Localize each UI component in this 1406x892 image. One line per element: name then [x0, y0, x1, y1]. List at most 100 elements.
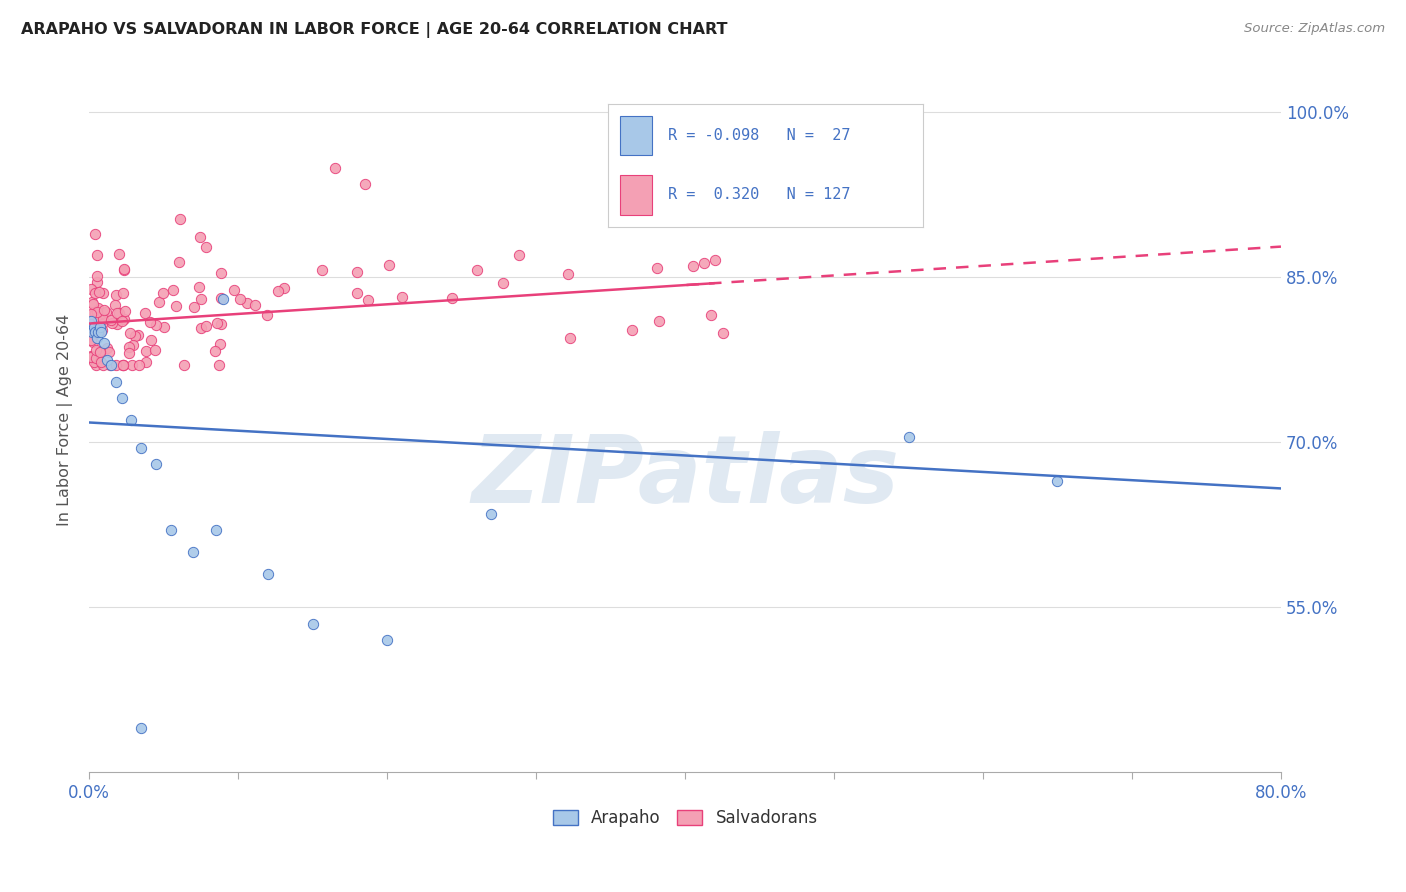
Point: [209, 317, 232, 331]
Point: [122, 338, 145, 352]
Point: [84, 343, 107, 358]
Point: [167, 254, 190, 268]
Point: [83, 319, 105, 334]
Point: [82, 334, 104, 349]
Point: [107, 306, 129, 320]
Point: [325, 161, 347, 175]
Point: [508, 247, 530, 261]
Point: [135, 343, 157, 358]
Point: [128, 359, 150, 373]
Point: [80, 295, 103, 310]
Point: [139, 315, 162, 329]
Point: [267, 284, 290, 298]
Point: [91, 306, 114, 320]
Point: [83, 355, 105, 369]
Point: [112, 261, 135, 276]
Point: [897, 430, 920, 444]
Point: [105, 318, 128, 332]
Point: [682, 259, 704, 273]
Point: [89, 285, 111, 299]
Point: [1046, 474, 1069, 488]
Point: [236, 295, 259, 310]
Point: [89, 345, 111, 359]
Point: [97, 345, 120, 359]
Point: [135, 355, 157, 369]
Point: [83, 227, 105, 241]
Point: [346, 265, 368, 279]
Point: [703, 188, 725, 202]
Point: [118, 346, 141, 360]
Point: [204, 523, 226, 537]
Point: [91, 317, 114, 331]
Point: [86, 305, 108, 319]
Point: [87, 301, 110, 316]
Point: [194, 240, 217, 254]
Point: [145, 318, 167, 332]
Point: [111, 392, 134, 406]
Point: [91, 286, 114, 301]
Point: [107, 247, 129, 261]
Point: [84, 305, 107, 319]
Point: [112, 359, 135, 373]
Point: [621, 323, 644, 337]
Point: [84, 351, 107, 366]
Point: [134, 306, 156, 320]
Point: [124, 329, 146, 343]
Point: [190, 292, 212, 306]
Point: [465, 263, 488, 277]
Point: [183, 301, 205, 315]
Point: [208, 359, 231, 373]
Point: [107, 306, 129, 320]
Point: [79, 329, 101, 343]
Point: [129, 721, 152, 735]
Point: [100, 359, 122, 373]
Point: [112, 263, 135, 277]
Point: [169, 212, 191, 227]
Point: [153, 320, 176, 334]
Point: [441, 291, 464, 305]
Point: [222, 284, 245, 298]
Point: [104, 298, 127, 312]
Text: Source: ZipAtlas.com: Source: ZipAtlas.com: [1244, 22, 1385, 36]
Point: [243, 298, 266, 312]
Point: [229, 292, 252, 306]
Point: [711, 326, 734, 340]
Point: [205, 317, 228, 331]
Point: [91, 323, 114, 337]
Point: [114, 304, 136, 318]
Point: [86, 310, 108, 324]
Point: [91, 359, 114, 373]
Point: [96, 352, 118, 367]
Text: ZIPatlas: ZIPatlas: [471, 431, 898, 523]
Point: [86, 331, 108, 345]
Point: [148, 294, 170, 309]
Point: [492, 276, 515, 290]
Point: [112, 312, 135, 326]
Point: [703, 252, 725, 267]
Point: [311, 263, 333, 277]
Point: [105, 359, 128, 373]
Point: [700, 309, 723, 323]
Point: [165, 299, 187, 313]
Point: [93, 303, 115, 318]
Point: [80, 350, 103, 364]
Point: [121, 359, 143, 373]
Point: [86, 275, 108, 289]
Point: [111, 314, 134, 328]
Point: [91, 312, 114, 326]
Point: [127, 327, 149, 342]
Point: [195, 318, 218, 333]
Point: [256, 308, 278, 322]
Point: [80, 307, 103, 321]
Point: [80, 316, 103, 330]
Point: [94, 304, 117, 318]
Point: [208, 337, 231, 351]
Point: [209, 266, 232, 280]
Point: [79, 314, 101, 328]
Point: [301, 616, 323, 631]
Point: [692, 256, 714, 270]
Point: [89, 319, 111, 334]
Point: [112, 359, 135, 373]
Point: [558, 331, 581, 345]
Point: [257, 567, 280, 582]
